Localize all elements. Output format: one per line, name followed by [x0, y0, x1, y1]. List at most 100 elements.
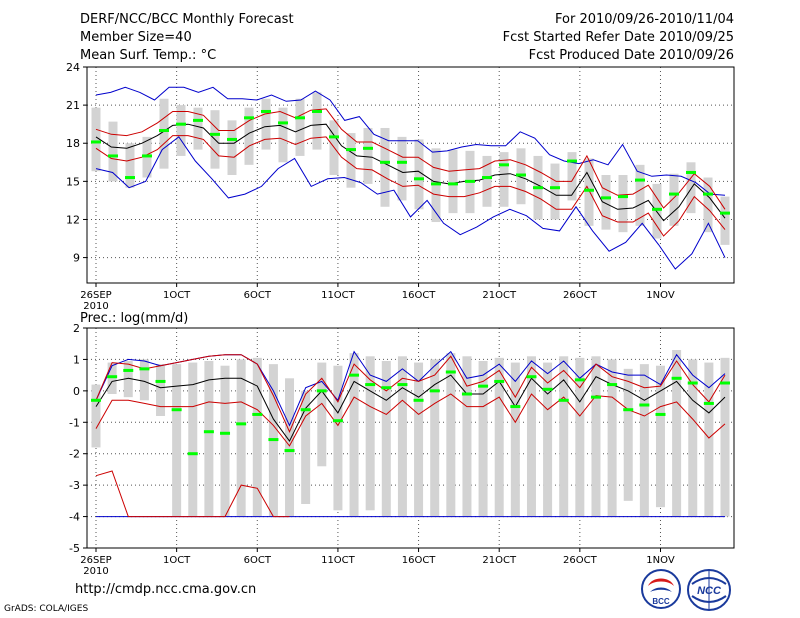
x-tick-label: 1OCT: [163, 290, 191, 301]
ensemble-box: [317, 362, 327, 467]
median-marker: [278, 121, 288, 125]
ensemble-box: [159, 98, 169, 169]
ensemble-box: [655, 365, 665, 508]
median-marker: [139, 367, 150, 371]
median-marker: [300, 408, 311, 412]
median-marker: [448, 182, 458, 186]
x-year-label: 2010: [83, 566, 108, 577]
y-tick-label: 24: [66, 61, 80, 74]
x-tick-label: 26OCT: [563, 290, 598, 301]
precip-variable-label: Prec.: log(mm/d): [80, 311, 188, 326]
ensemble-box: [448, 149, 458, 214]
median-marker: [607, 383, 618, 387]
ensemble-box: [510, 362, 520, 517]
ensemble-box: [607, 359, 617, 517]
ensemble-box: [623, 368, 633, 501]
source-url[interactable]: http://cmdp.ncc.cma.gov.cn: [75, 582, 257, 597]
y-tick-label: 1: [73, 353, 80, 366]
ensemble-box: [295, 98, 305, 156]
median-marker: [210, 132, 220, 136]
median-marker: [720, 211, 730, 215]
inner-low-line: [95, 393, 726, 447]
median-marker: [171, 408, 182, 412]
outer-high-line: [95, 86, 726, 196]
ensemble-box: [430, 359, 440, 517]
median-marker: [142, 154, 152, 158]
ensemble-box: [703, 177, 713, 233]
ensemble-box: [397, 356, 407, 517]
median-marker: [414, 177, 424, 181]
member-size-label: Member Size=40: [80, 30, 192, 45]
median-marker: [533, 186, 543, 190]
x-year-label: 2010: [83, 301, 108, 312]
median-marker: [655, 412, 666, 416]
ensemble-box: [172, 364, 182, 517]
median-marker: [203, 430, 214, 434]
median-marker: [159, 129, 169, 133]
median-marker: [380, 160, 390, 164]
median-marker: [720, 381, 730, 385]
ensemble-mean-line: [95, 374, 726, 443]
plot-frame: [86, 327, 735, 549]
median-marker: [123, 368, 134, 372]
median-marker: [193, 118, 203, 122]
y-tick-label: 15: [66, 175, 80, 188]
x-tick-label: 16OCT: [402, 290, 437, 301]
median-marker: [635, 178, 645, 182]
ensemble-box: [107, 362, 117, 394]
ensemble-box: [688, 359, 698, 517]
x-tick-label: 26SEP: [80, 555, 111, 566]
ensemble-box: [365, 356, 375, 511]
ensemble-box: [494, 357, 504, 517]
median-marker: [590, 395, 601, 399]
chart-title: DERF/NCC/BCC Monthly Forecast: [80, 12, 294, 27]
median-marker: [510, 405, 521, 409]
median-marker: [413, 398, 424, 402]
median-marker: [542, 387, 553, 391]
ensemble-box: [526, 356, 536, 517]
ensemble-box: [639, 364, 649, 517]
median-marker: [550, 186, 560, 190]
ensemble-box: [543, 362, 553, 517]
median-marker: [312, 109, 322, 113]
y-tick-label: 9: [73, 252, 80, 265]
variable-label: Mean Surf. Temp.: °C: [80, 48, 217, 63]
median-marker: [494, 379, 505, 383]
ensemble-box: [618, 175, 628, 233]
ensemble-box: [380, 127, 390, 207]
x-tick-label: 1OCT: [163, 555, 191, 566]
chart-precip: -5 -4 -3 -2 -1 0 1 2 26SEP 1OCT 6OCT 11OCT 16OCT 21OC…: [69, 311, 735, 577]
median-marker: [220, 431, 231, 435]
ensemble-box: [244, 107, 254, 165]
ensemble-box: [91, 384, 101, 448]
ensemble-box: [125, 143, 135, 188]
ensemble-box: [346, 133, 356, 188]
median-marker: [346, 148, 356, 152]
median-marker: [252, 412, 263, 416]
fcst-started-date: Fcst Started Refer Date 2010/09/25: [502, 30, 734, 45]
ensemble-box: [301, 390, 311, 504]
x-tick-label: 11OCT: [321, 290, 356, 301]
ensemble-box: [333, 365, 343, 511]
ensemble-box: [261, 98, 271, 150]
median-marker: [623, 408, 634, 412]
median-marker: [329, 135, 339, 139]
median-marker: [295, 116, 305, 120]
ensemble-box: [635, 164, 645, 226]
median-marker: [567, 159, 577, 163]
x-tick-label: 1NOV: [646, 555, 675, 566]
ensemble-box: [575, 357, 585, 517]
median-marker: [316, 389, 327, 393]
median-marker: [176, 122, 186, 126]
ensemble-box: [584, 158, 594, 226]
ensemble-box: [720, 357, 730, 517]
ensemble-box: [446, 353, 456, 517]
median-marker: [669, 192, 679, 196]
ensemble-box: [278, 107, 288, 163]
median-marker: [461, 392, 472, 396]
median-marker: [236, 422, 247, 426]
median-marker: [431, 182, 441, 186]
median-marker: [397, 383, 408, 387]
